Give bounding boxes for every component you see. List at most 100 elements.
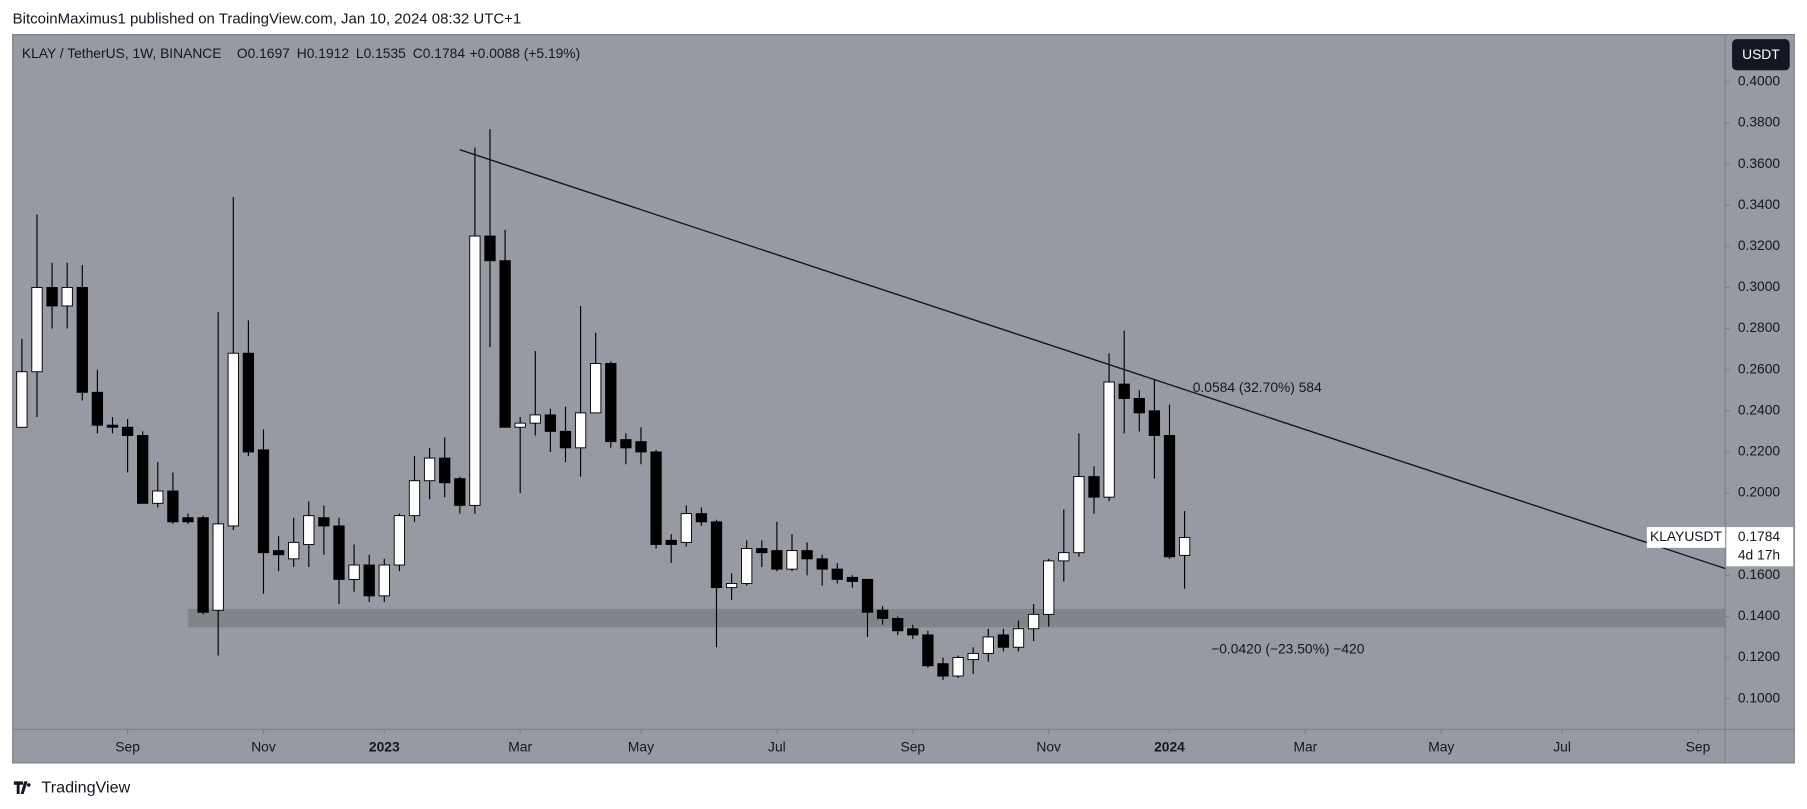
y-tick-label: 0.1000 bbox=[1738, 689, 1781, 705]
candle-body bbox=[922, 634, 934, 667]
y-tick-label: 0.3600 bbox=[1738, 155, 1781, 171]
x-tick-label: Mar bbox=[508, 739, 532, 755]
candle-body bbox=[1148, 410, 1161, 436]
candle-body bbox=[937, 663, 949, 677]
candle-body bbox=[348, 564, 360, 580]
currency-button-label[interactable]: USDT bbox=[1742, 46, 1780, 62]
candle-body bbox=[212, 523, 224, 611]
candle-body bbox=[227, 352, 239, 527]
candle-body bbox=[333, 525, 345, 580]
x-tick-label: Jul bbox=[1553, 739, 1571, 755]
candle-body bbox=[967, 652, 979, 661]
legend: KLAY / TetherUS, 1W, BINANCE O0.1697 H0.1… bbox=[22, 45, 580, 61]
price-tag-bg bbox=[1726, 527, 1794, 567]
symbol-tag-bg bbox=[1646, 527, 1726, 548]
candle-body bbox=[61, 286, 73, 307]
candle-body bbox=[982, 636, 994, 654]
candle-body bbox=[816, 558, 828, 570]
footer-logo: TradingView bbox=[13, 779, 131, 797]
y-tick-label: 0.3800 bbox=[1738, 114, 1781, 130]
candle-body bbox=[1118, 383, 1130, 399]
x-tick-label: Mar bbox=[1293, 739, 1317, 755]
candle-body bbox=[1088, 476, 1100, 498]
candle-body bbox=[197, 517, 209, 613]
candle-body bbox=[529, 414, 541, 424]
footer-brand: TradingView bbox=[41, 779, 130, 797]
candle-body bbox=[499, 260, 511, 428]
candle-body bbox=[620, 439, 632, 449]
y-tick-label: 0.2000 bbox=[1738, 484, 1781, 500]
candle-body bbox=[786, 550, 798, 570]
candle-body bbox=[1073, 476, 1085, 554]
x-tick-label: Sep bbox=[901, 739, 926, 755]
candle-body bbox=[605, 363, 617, 443]
price-countdown: 4d 17h bbox=[1738, 547, 1780, 563]
candle-body bbox=[257, 449, 270, 554]
candle-body bbox=[861, 578, 874, 613]
header-text: BitcoinMaximus1 published on TradingView… bbox=[13, 11, 522, 28]
legend-key: L bbox=[356, 45, 364, 61]
candle-body bbox=[393, 515, 406, 566]
candle-body bbox=[167, 490, 179, 523]
candle-body bbox=[514, 422, 526, 428]
candle-body bbox=[756, 548, 768, 554]
currency-button[interactable] bbox=[1732, 39, 1790, 71]
candle-body bbox=[408, 480, 421, 517]
candle-body bbox=[423, 457, 436, 482]
x-tick-label: May bbox=[1428, 739, 1454, 755]
x-tick-label: Jul bbox=[768, 739, 786, 755]
x-tick-label: 2023 bbox=[369, 739, 400, 755]
candle-body bbox=[363, 564, 375, 597]
y-tick-label: 0.1600 bbox=[1738, 566, 1781, 582]
candle-body bbox=[182, 517, 194, 523]
candle-body bbox=[892, 618, 904, 632]
candle-body bbox=[725, 583, 738, 589]
candle-body bbox=[288, 541, 300, 560]
candle-body bbox=[710, 521, 723, 589]
legend-key: C bbox=[413, 45, 423, 61]
candle-body bbox=[1178, 536, 1191, 556]
candle-body bbox=[1103, 381, 1115, 498]
support-zone bbox=[187, 608, 1726, 628]
y-tick-label: 0.1200 bbox=[1738, 648, 1781, 664]
candle-body bbox=[590, 363, 602, 414]
price-tag: 0.1784 bbox=[1738, 528, 1781, 544]
legend-key: O bbox=[237, 45, 248, 61]
candle-body bbox=[318, 517, 330, 527]
plot bbox=[16, 129, 1726, 681]
candle-body bbox=[91, 391, 104, 426]
x-tick-label: Sep bbox=[1686, 739, 1711, 755]
logo-icon bbox=[13, 781, 31, 795]
y-tick-label: 0.2200 bbox=[1738, 443, 1781, 459]
y-tick-label: 0.3000 bbox=[1738, 278, 1781, 294]
candle-body bbox=[484, 235, 496, 262]
legend-key: H bbox=[297, 45, 307, 61]
candle-body bbox=[1027, 613, 1040, 630]
candle-body bbox=[439, 457, 451, 484]
y-tick-label: 0.1400 bbox=[1738, 607, 1781, 623]
candle-body bbox=[952, 657, 964, 677]
candle-body bbox=[106, 424, 119, 428]
annotation: 0.0584 (32.70%) 584 bbox=[1193, 379, 1322, 395]
x-tick-label: 2024 bbox=[1154, 739, 1185, 755]
y-tick-label: 0.2400 bbox=[1738, 401, 1781, 417]
candle-body bbox=[152, 490, 164, 504]
y-tick-label: 0.2800 bbox=[1738, 319, 1781, 335]
candle-body bbox=[1133, 398, 1145, 414]
candle-body bbox=[695, 513, 708, 523]
candle-body bbox=[544, 414, 557, 432]
candle-body bbox=[137, 435, 149, 504]
candle-body bbox=[680, 513, 692, 543]
candle-body bbox=[76, 286, 88, 393]
chart-frame bbox=[12, 33, 1795, 764]
x-tick-label: May bbox=[628, 739, 654, 755]
legend-change: +0.0088 (+5.19%) bbox=[470, 45, 581, 61]
x-tick-label: Nov bbox=[251, 739, 276, 755]
trendline bbox=[459, 149, 1726, 570]
candle-body bbox=[665, 539, 677, 545]
legend-value: 0.1535 bbox=[364, 45, 407, 61]
candle-body bbox=[121, 426, 134, 436]
legend-value: 0.1784 bbox=[423, 45, 466, 61]
candle-body bbox=[16, 371, 28, 428]
